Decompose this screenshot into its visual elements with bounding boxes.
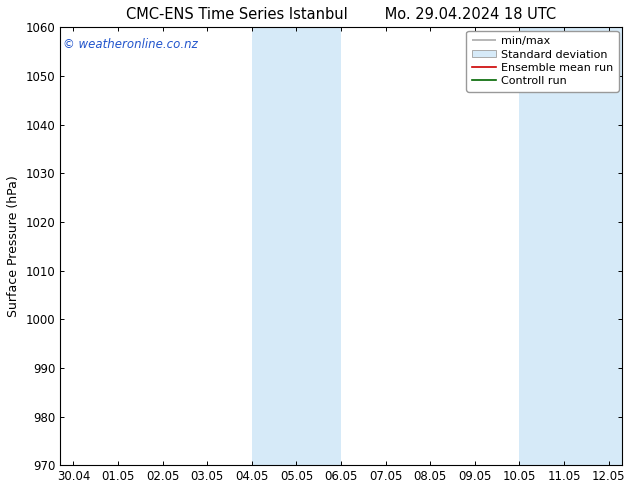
Title: CMC-ENS Time Series Istanbul        Mo. 29.04.2024 18 UTC: CMC-ENS Time Series Istanbul Mo. 29.04.2…	[126, 7, 556, 22]
Text: © weatheronline.co.nz: © weatheronline.co.nz	[63, 38, 198, 51]
Legend: min/max, Standard deviation, Ensemble mean run, Controll run: min/max, Standard deviation, Ensemble me…	[467, 30, 619, 92]
Y-axis label: Surface Pressure (hPa): Surface Pressure (hPa)	[7, 175, 20, 317]
Bar	[252, 27, 341, 465]
Bar	[519, 27, 631, 465]
